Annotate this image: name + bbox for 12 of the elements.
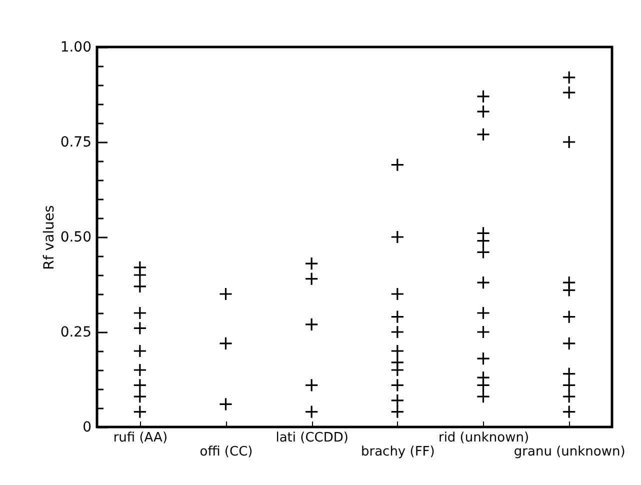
y-tick-label: 1.00 [60, 40, 92, 56]
y-tick-label: 0.25 [60, 324, 92, 340]
x-tick-label: brachy (FF) [360, 444, 435, 460]
y-tick-label: 0 [82, 420, 92, 436]
x-tick-label: lati (CCDD) [276, 430, 348, 446]
x-tick-label: rid (unknown) [438, 430, 530, 446]
x-tick-label: granu (unknown) [514, 444, 626, 460]
y-axis-title: Rf values [41, 205, 58, 270]
y-tick-label: 0.75 [60, 134, 92, 150]
x-tick-label: rufi (AA) [113, 430, 168, 446]
x-tick-label: offi (CC) [200, 444, 253, 460]
y-tick-label: 0.50 [60, 230, 92, 246]
